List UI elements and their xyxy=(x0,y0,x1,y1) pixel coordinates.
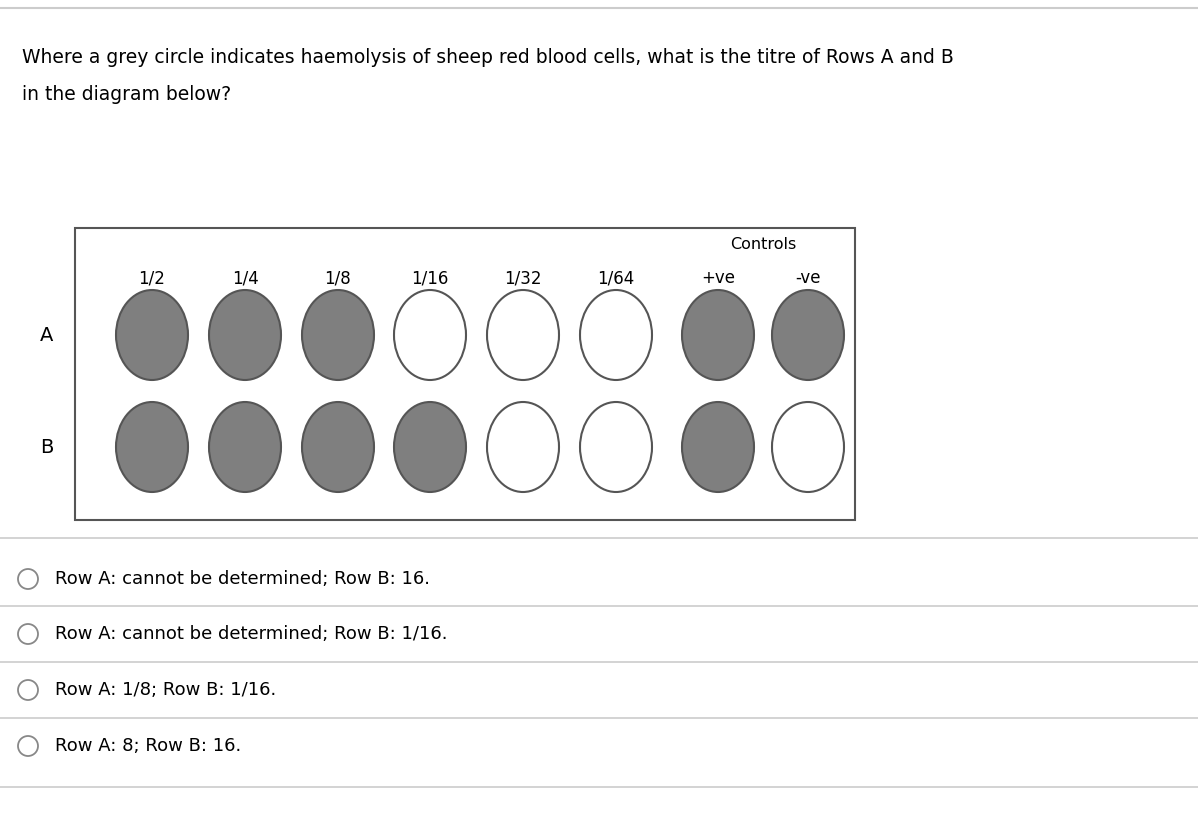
Ellipse shape xyxy=(18,569,38,589)
Ellipse shape xyxy=(580,402,652,492)
Text: Where a grey circle indicates haemolysis of sheep red blood cells, what is the t: Where a grey circle indicates haemolysis… xyxy=(22,48,954,67)
Text: A: A xyxy=(41,325,54,344)
Ellipse shape xyxy=(682,402,754,492)
Text: 1/8: 1/8 xyxy=(325,269,351,287)
Text: Row A: 1/8; Row B: 1/16.: Row A: 1/8; Row B: 1/16. xyxy=(55,681,277,699)
Ellipse shape xyxy=(18,624,38,644)
Text: 1/16: 1/16 xyxy=(411,269,449,287)
Text: -ve: -ve xyxy=(795,269,821,287)
Text: in the diagram below?: in the diagram below? xyxy=(22,85,231,104)
Ellipse shape xyxy=(488,290,559,380)
Text: Row A: cannot be determined; Row B: 16.: Row A: cannot be determined; Row B: 16. xyxy=(55,570,430,588)
Text: 1/2: 1/2 xyxy=(139,269,165,287)
Ellipse shape xyxy=(682,290,754,380)
Ellipse shape xyxy=(394,290,466,380)
Text: +ve: +ve xyxy=(701,269,736,287)
Ellipse shape xyxy=(580,290,652,380)
Text: Row A: cannot be determined; Row B: 1/16.: Row A: cannot be determined; Row B: 1/16… xyxy=(55,625,448,643)
Text: 1/4: 1/4 xyxy=(231,269,259,287)
Ellipse shape xyxy=(116,402,188,492)
Text: 1/64: 1/64 xyxy=(598,269,635,287)
FancyBboxPatch shape xyxy=(75,228,855,520)
Text: Row A: 8; Row B: 16.: Row A: 8; Row B: 16. xyxy=(55,737,241,755)
Text: B: B xyxy=(41,437,54,457)
Ellipse shape xyxy=(394,402,466,492)
Ellipse shape xyxy=(302,402,374,492)
Ellipse shape xyxy=(772,402,845,492)
Text: 1/32: 1/32 xyxy=(504,269,541,287)
Ellipse shape xyxy=(488,402,559,492)
Ellipse shape xyxy=(302,290,374,380)
Ellipse shape xyxy=(18,736,38,756)
Ellipse shape xyxy=(208,402,282,492)
Ellipse shape xyxy=(772,290,845,380)
Ellipse shape xyxy=(18,680,38,700)
Ellipse shape xyxy=(116,290,188,380)
Text: Controls: Controls xyxy=(730,237,797,252)
Ellipse shape xyxy=(208,290,282,380)
